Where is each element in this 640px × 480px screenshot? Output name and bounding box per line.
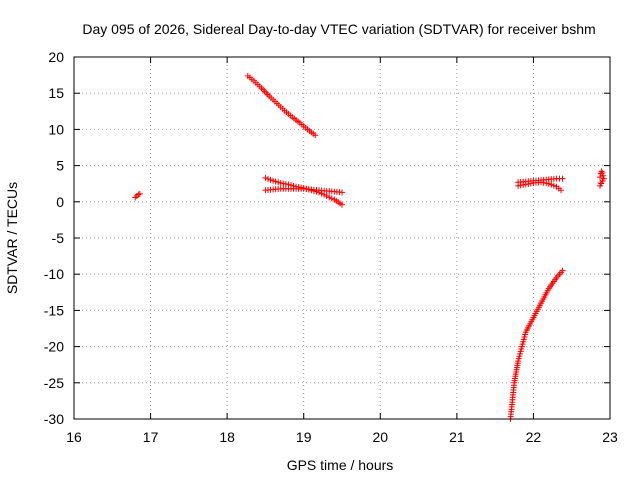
y-tick-label: 15	[48, 85, 64, 101]
data-point	[545, 180, 552, 187]
x-tick-label: 23	[602, 429, 618, 445]
data-point	[136, 190, 143, 197]
data-point	[272, 178, 279, 185]
y-tick-label: -5	[52, 230, 65, 246]
data-point	[275, 179, 282, 186]
data-point	[559, 175, 566, 182]
data-point	[559, 267, 566, 274]
y-tick-label: 5	[56, 158, 64, 174]
y-tick-label: -10	[44, 266, 64, 282]
x-tick-label: 22	[526, 429, 542, 445]
data-point	[264, 175, 271, 182]
data-point	[262, 174, 269, 181]
data-points	[132, 72, 607, 422]
x-tick-label: 16	[66, 429, 82, 445]
x-tick-label: 19	[296, 429, 312, 445]
y-tick-label: -30	[44, 411, 64, 427]
y-tick-label: -25	[44, 375, 64, 391]
data-point	[600, 172, 607, 179]
data-point	[339, 189, 345, 196]
data-point	[557, 187, 564, 194]
y-tick-label: -15	[44, 302, 64, 318]
y-tick-label: 20	[48, 49, 64, 65]
data-point	[550, 182, 557, 189]
data-point	[597, 179, 604, 186]
x-tick-label: 18	[219, 429, 235, 445]
chart-title: Day 095 of 2026, Sidereal Day-to-day VTE…	[82, 21, 595, 37]
data-point	[326, 194, 333, 201]
data-point	[599, 169, 606, 176]
data-point	[323, 193, 330, 200]
x-tick-label: 20	[372, 429, 388, 445]
data-point	[328, 195, 335, 202]
data-point	[548, 181, 555, 188]
y-tick-label: 0	[56, 194, 64, 210]
data-point	[270, 177, 277, 184]
y-axis-label: SDTVAR / TECUs	[4, 182, 20, 294]
x-tick-label: 21	[449, 429, 465, 445]
ticks: 16 17 18 19 20 21 22 23 -30 -25 -20 -15 -10 -5 0 5 10 15 2…	[44, 49, 618, 445]
data-point	[312, 132, 319, 139]
y-tick-label: 10	[48, 121, 64, 137]
data-point	[597, 174, 604, 181]
x-tick-label: 17	[143, 429, 159, 445]
y-tick-label: -20	[44, 339, 64, 355]
data-point	[598, 168, 605, 175]
data-point	[267, 176, 274, 183]
data-point	[339, 201, 345, 208]
x-axis-label: GPS time / hours	[287, 457, 394, 473]
data-point	[597, 182, 604, 189]
